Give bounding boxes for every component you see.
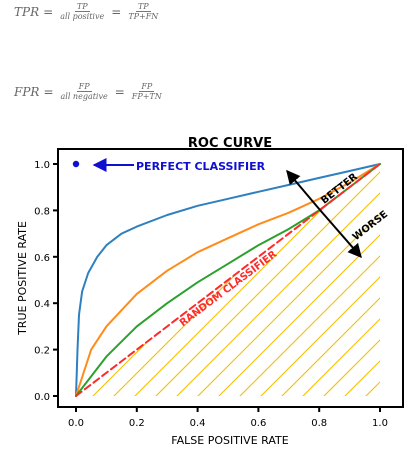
tpr-fraction-1-numerator: TP xyxy=(74,2,90,12)
y-axis-label: TRUE POSITIVE RATE xyxy=(16,221,29,336)
tpr-fraction-2-denominator: TP+FN xyxy=(128,12,159,21)
perfect-classifier-annotation: PERFECT CLASSIFIER xyxy=(72,158,266,173)
fpr-fraction-1-numerator: FP xyxy=(76,82,92,92)
perfect-classifier-label: PERFECT CLASSIFIER xyxy=(136,160,266,173)
x-tick-label: 0.8 xyxy=(311,418,327,429)
fpr-equals-2: = xyxy=(114,84,125,99)
x-axis-label: FALSE POSITIVE RATE xyxy=(171,434,288,447)
chart-title: ROC CURVE xyxy=(188,136,272,151)
hatch-line xyxy=(290,164,380,396)
fpr-fraction-2-numerator: FP xyxy=(139,82,155,92)
tpr-fraction-2: TP TP+FN xyxy=(126,2,160,21)
random-classifier-line xyxy=(75,163,381,397)
y-tick-label: 1.0 xyxy=(34,160,50,171)
hatch-line xyxy=(353,164,380,396)
hatch-line xyxy=(269,164,380,396)
tpr-fraction-1-denominator: all positive xyxy=(60,12,105,21)
x-tick-label: 0.0 xyxy=(68,418,84,429)
fpr-fraction-1: FP all negative xyxy=(59,82,110,101)
hatch-line xyxy=(227,164,380,396)
hatch-line xyxy=(332,164,380,396)
worse-arrow xyxy=(319,209,362,259)
hatch-line xyxy=(80,164,332,396)
fpr-lhs: FPR xyxy=(14,84,40,99)
x-tick-label: 0.6 xyxy=(250,418,266,429)
hatch-line xyxy=(248,164,380,396)
tpr-formula: TPR = TP all positive = TP TP+FN xyxy=(14,2,161,21)
y-tick-label: 0.6 xyxy=(34,253,50,264)
hatch-line xyxy=(164,164,380,396)
hatch-line xyxy=(206,164,380,396)
hatch-line xyxy=(143,164,380,396)
fpr-fraction-2-denominator: FP+TN xyxy=(131,92,162,101)
fpr-equals-1: = xyxy=(43,84,54,99)
hatch-line xyxy=(311,164,380,396)
fpr-formula: FPR = FP all negative = FP FP+TN xyxy=(14,82,165,101)
tpr-lhs: TPR xyxy=(14,4,40,19)
fpr-fraction-2: FP FP+TN xyxy=(130,82,164,101)
hatch-line xyxy=(374,164,380,396)
tpr-equals-1: = xyxy=(43,4,54,19)
y-tick-label: 0.0 xyxy=(34,392,50,403)
tpr-fraction-1: TP all positive xyxy=(58,2,106,21)
roc-series xyxy=(75,163,381,397)
plot-frame xyxy=(57,148,404,408)
fpr-fraction-1-denominator: all negative xyxy=(60,92,108,101)
roc-chart: ROC CURVE 0.0 0.2 0.4 0.6 0.8 1.0 0.0 0.2 0.4 0.6… xyxy=(16,136,404,447)
random-classifier-label: RANDOM CLASSIFIER xyxy=(178,249,279,329)
x-tick-label: 1.0 xyxy=(372,418,388,429)
perfect-classifier-point xyxy=(72,160,80,168)
roc-curve-line xyxy=(75,163,381,397)
x-tick-label: 0.4 xyxy=(190,418,206,429)
hatch-line xyxy=(76,164,311,396)
axis-ticks: 0.0 0.2 0.4 0.6 0.8 1.0 0.0 0.2 0.4 0.6 0.8 1.0 xyxy=(34,160,388,429)
tpr-equals-2: = xyxy=(111,4,122,19)
y-tick-label: 0.4 xyxy=(34,299,50,310)
better-arrow xyxy=(286,169,321,211)
y-tick-label: 0.8 xyxy=(34,206,50,217)
tpr-fraction-2-numerator: TP xyxy=(135,2,151,12)
worse-label: WORSE xyxy=(351,209,390,243)
y-tick-label: 0.2 xyxy=(34,346,50,357)
hatch-line xyxy=(185,164,380,396)
x-tick-label: 0.2 xyxy=(129,418,145,429)
